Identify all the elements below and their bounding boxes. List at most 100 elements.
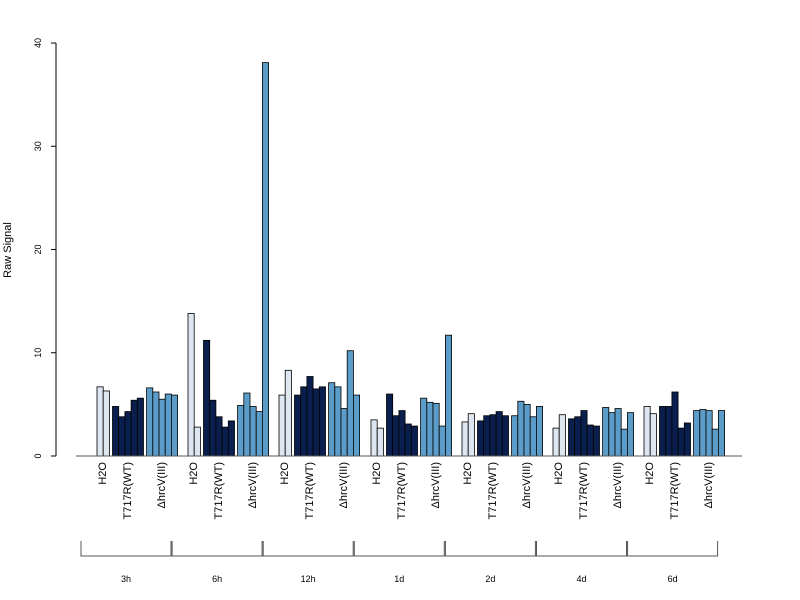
time-brackets: 3h 6h 12h 1d 2d 4d 6d (80, 541, 719, 584)
bar (495, 411, 503, 457)
bar (404, 423, 412, 457)
bar (118, 416, 126, 457)
treatment-label: T717R(WT) (122, 462, 134, 519)
treatment-label: T717R(WT) (578, 462, 590, 519)
bar (592, 425, 600, 457)
bar (627, 412, 635, 457)
bars (96, 62, 726, 457)
bar (152, 391, 160, 457)
bar (517, 400, 525, 457)
bar (334, 386, 342, 457)
y-tick-label: 30 (33, 141, 43, 151)
y-tick-label: 40 (33, 38, 43, 48)
bar (136, 397, 144, 457)
bar (306, 376, 314, 457)
bar (376, 427, 384, 457)
bar (511, 415, 519, 457)
bar (420, 397, 428, 457)
bar (683, 422, 691, 457)
time-bracket (171, 541, 263, 557)
bar (444, 334, 452, 457)
bar (671, 391, 679, 457)
bar (614, 408, 622, 457)
bar (209, 399, 217, 457)
bar (574, 416, 582, 457)
treatment-label: H2O (188, 462, 200, 485)
bar (608, 412, 616, 457)
treatment-label: H2O (371, 462, 383, 485)
bar (312, 388, 320, 457)
time-label: 3h (121, 574, 131, 584)
bar (711, 428, 719, 457)
treatment-label: ΔhrcV(III) (247, 462, 259, 508)
bar (346, 350, 354, 457)
treatment-label: H2O (644, 462, 656, 485)
bar (665, 406, 673, 457)
bar (718, 410, 726, 457)
bar (102, 390, 110, 457)
time-bracket (262, 541, 354, 557)
bar (649, 413, 657, 457)
bar (699, 409, 707, 457)
y-tick-label: 20 (33, 244, 43, 254)
time-label: 2d (485, 574, 495, 584)
treatment-label: T717R(WT) (396, 462, 408, 519)
bar (203, 339, 211, 457)
bar (523, 403, 531, 457)
bar (370, 419, 378, 457)
time-bracket (80, 541, 172, 557)
bar (352, 394, 360, 457)
bar (536, 406, 544, 457)
bar (558, 414, 566, 457)
bar (215, 416, 223, 457)
bar (294, 394, 302, 457)
bar (392, 415, 400, 457)
bar (386, 393, 394, 457)
bar (193, 426, 201, 457)
bar (643, 406, 651, 457)
bar (467, 413, 475, 457)
treatment-label: T717R(WT) (487, 462, 499, 519)
time-bracket (627, 541, 719, 557)
bar (221, 426, 229, 457)
bar (124, 411, 132, 457)
time-label: 6d (668, 574, 678, 584)
bar (261, 62, 269, 457)
time-label: 4d (576, 574, 586, 584)
bar (278, 394, 286, 457)
bar (602, 407, 610, 457)
bar (340, 408, 348, 457)
bar (227, 420, 235, 457)
bar (659, 406, 667, 457)
bar (580, 410, 588, 457)
treatment-label: H2O (97, 462, 109, 485)
bar (130, 399, 138, 457)
time-bracket (536, 541, 627, 557)
time-label: 12h (301, 574, 316, 584)
treatment-label: H2O (462, 462, 474, 485)
time-bracket (353, 541, 445, 557)
bar (187, 313, 195, 457)
treatment-label: ΔhrcV(III) (156, 462, 168, 508)
bar (164, 393, 172, 457)
treatment-label: H2O (553, 462, 565, 485)
treatment-label: ΔhrcV(III) (612, 462, 624, 508)
bar (410, 425, 418, 457)
bar (249, 406, 257, 457)
bar (620, 428, 628, 457)
treatment-label: H2O (279, 462, 291, 485)
bar (243, 392, 251, 457)
bar (398, 410, 406, 457)
bar (586, 424, 594, 457)
treatment-label: T717R(WT) (213, 462, 225, 519)
x-axis-labels: H2O T717R(WT) ΔhrcV(III) H2O T717R(WT) ΔhrcV(… (97, 462, 715, 520)
bar (146, 387, 154, 457)
bar (432, 402, 440, 457)
time-label: 1d (394, 574, 404, 584)
bar (677, 427, 685, 457)
bar (568, 418, 576, 457)
bar (318, 386, 326, 457)
treatment-label: ΔhrcV(III) (430, 462, 442, 508)
y-tick-label: 0 (33, 453, 43, 458)
